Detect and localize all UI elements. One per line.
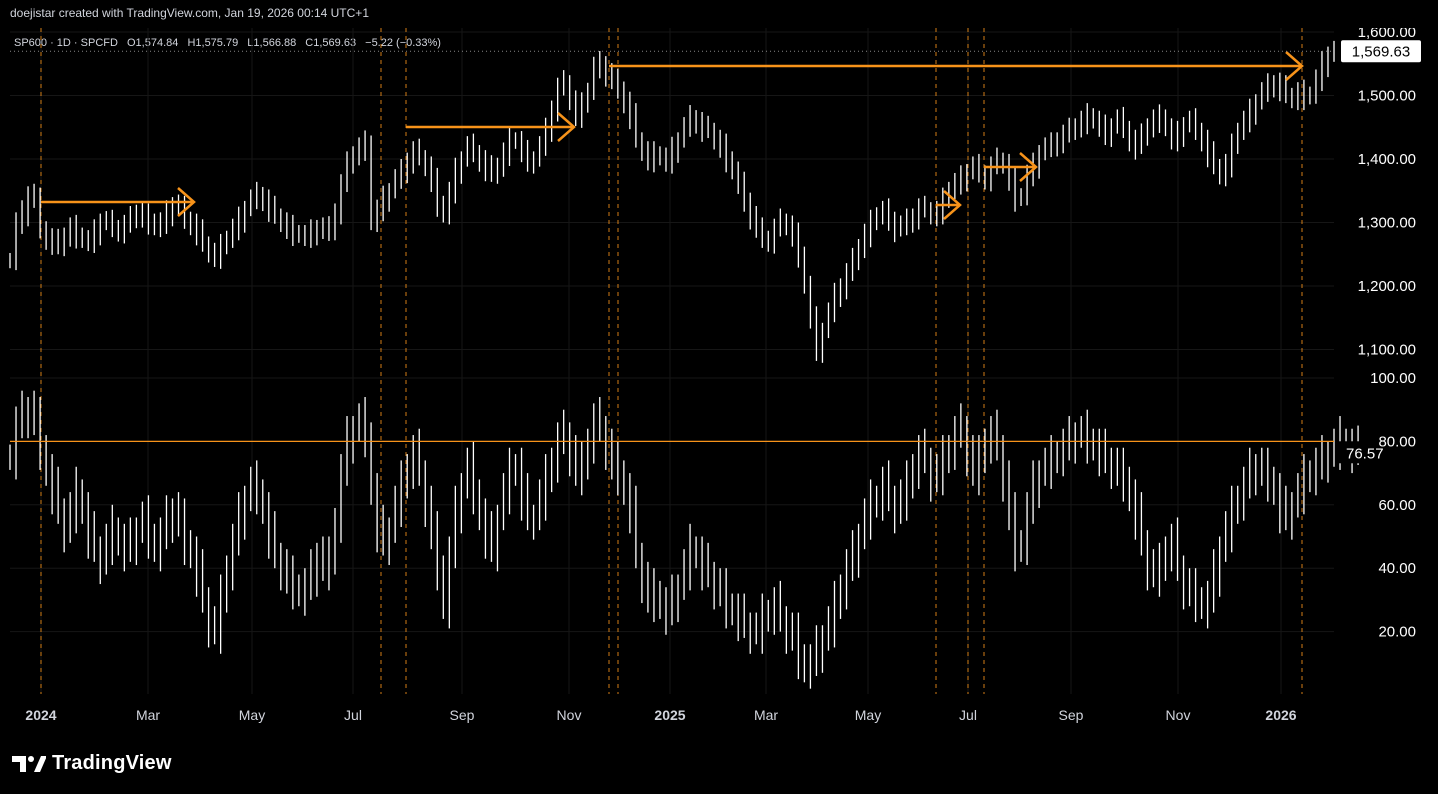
x-tick-label: 2025: [654, 707, 685, 723]
legend-high: 1,575.79: [195, 37, 238, 49]
arrow-head: [1019, 152, 1038, 182]
footer: TradingView: [0, 734, 1438, 794]
oscillator-series: [9, 390, 1359, 689]
last-value-label: 76.57: [1346, 445, 1384, 462]
price-series: [9, 40, 1335, 363]
y-tick-label: 60.00: [1378, 497, 1416, 514]
arrow-head: [1285, 51, 1304, 81]
y-tick-label: 40.00: [1378, 560, 1416, 577]
legend-open-label: O: [127, 37, 136, 49]
x-tick-label: Jul: [959, 707, 977, 723]
x-tick-label: Jul: [344, 707, 362, 723]
y-tick-label: 20.00: [1378, 624, 1416, 641]
x-tick-label: Mar: [136, 707, 160, 723]
price-chart[interactable]: SP600 · 1D · SPCFD O1,574.84 H1,575.79 L…: [0, 24, 1438, 734]
tradingview-logo[interactable]: TradingView: [12, 752, 172, 775]
y-tick-label: 1,600.00: [1358, 28, 1416, 41]
y-tick-label: 1,500.00: [1358, 88, 1416, 105]
x-tick-label: Sep: [450, 707, 475, 723]
x-tick-label: Mar: [754, 707, 778, 723]
grid: [10, 28, 1334, 694]
x-tick-label: May: [855, 707, 881, 723]
x-tick-label: May: [239, 707, 265, 723]
legend-open: 1,574.84: [136, 37, 179, 49]
y-tick-label: 80.00: [1378, 433, 1416, 450]
legend-close-label: C: [305, 37, 313, 49]
legend-close: 1,569.63: [313, 37, 356, 49]
legend-bar: SP600 · 1D · SPCFD O1,574.84 H1,575.79 L…: [14, 37, 441, 49]
legend-high-label: H: [187, 37, 195, 49]
annotations: 1,569.63 76.57: [10, 40, 1421, 464]
legend-low: 1,566.88: [253, 37, 296, 49]
last-price-box: [1341, 40, 1421, 63]
last-value-box: [1337, 441, 1397, 464]
y-tick-label: 1,200.00: [1358, 278, 1416, 295]
last-price-label: 1,569.63: [1352, 43, 1410, 60]
legend-low-label: L: [247, 37, 253, 49]
legend-change: −5.22 (−0.33%): [365, 37, 441, 49]
credit-text: doejistar created with TradingView.com, …: [10, 6, 369, 20]
y-tick-label: 1,100.00: [1358, 342, 1416, 359]
arrow-head: [943, 190, 962, 220]
top-bar: doejistar created with TradingView.com, …: [0, 0, 1438, 28]
axes: 2024 Mar May Jul Sep Nov 2025 Mar May Jul Sep Nov 20…: [25, 24, 1416, 723]
chart-area[interactable]: SP600 · 1D · SPCFD O1,574.84 H1,575.79 L…: [0, 24, 1438, 734]
x-tick-label: 2026: [1265, 707, 1296, 723]
brand-text: TradingView: [52, 752, 172, 774]
x-tick-label: Nov: [1166, 707, 1191, 723]
y-tick-label: 1,300.00: [1358, 215, 1416, 232]
y-tick-label: 100.00: [1370, 370, 1416, 387]
x-tick-label: 2024: [25, 707, 56, 723]
arrow-head: [177, 187, 196, 217]
vertical-markers: [40, 28, 1303, 694]
tradingview-icon: [12, 755, 46, 772]
x-tick-label: Sep: [1059, 707, 1084, 723]
y-tick-label: 1,400.00: [1358, 151, 1416, 168]
x-tick-label: Nov: [557, 707, 582, 723]
arrow-head: [557, 112, 576, 142]
svg-text:SP600 · 1D · SPCFD O1,: SP600 · 1D · SPCFD O1,574.84 H1,575.79 L…: [14, 37, 441, 49]
legend-symbol: SP600 · 1D · SPCFD: [14, 37, 118, 49]
